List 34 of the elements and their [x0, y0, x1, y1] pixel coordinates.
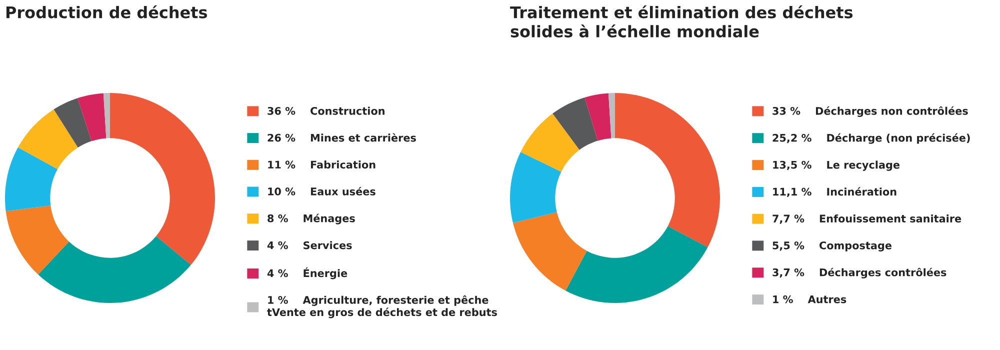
legend-label: 8 % Ménages: [268, 214, 355, 224]
donut-slice: [566, 226, 708, 303]
donut-slice: [584, 93, 612, 141]
chart-title: Traitement et élimination des déchets solides à l’échelle mondiale: [510, 5, 853, 38]
legend-label: 3,7 % Décharges contrôlées: [772, 268, 946, 278]
legend-label: 7,7 % Enfouissement sanitaire: [772, 214, 962, 224]
donut-slice: [552, 97, 598, 150]
donut-slice: [6, 206, 70, 275]
donut-slice: [512, 212, 587, 291]
donut-slice: [110, 93, 215, 265]
donut-slice: [615, 93, 720, 248]
chart-title: Production de déchets: [6, 5, 207, 18]
donut-slice: [54, 98, 92, 148]
legend-label: 13,5 % Le recyclage: [773, 160, 900, 171]
legend-label: 25,2 % Décharge (non précisée): [772, 133, 970, 144]
donut-slice: [18, 109, 78, 170]
donut-slice: [608, 93, 615, 138]
legend-label: 10 % Eaux usées: [268, 186, 376, 196]
legend-label: 4 % Services: [267, 241, 352, 250]
legend-label: 5,5 % Compostage: [772, 241, 892, 252]
donut-slice: [38, 236, 191, 303]
donut-slice: [78, 93, 106, 142]
donut-slice: [103, 93, 110, 138]
legend-label: 11 % Fabrication: [268, 160, 376, 169]
donut-slice: [5, 147, 58, 212]
legend-label: 4 % Énergie: [267, 267, 348, 280]
legend-label: 36 % Construction: [268, 106, 384, 115]
donut-slice: [510, 152, 562, 223]
legend-label: 1 % Autres: [773, 295, 846, 304]
legend-label: 1 % Agriculture, foresterie et pêche tVente en gros de déchets et de rebuts: [267, 295, 497, 318]
legend-label: 26 % Mines et carrières: [268, 133, 416, 142]
legend-label: 33 % Décharges non contrôlées: [772, 106, 968, 117]
donut-slice: [520, 114, 580, 172]
legend-label: 11,1 % Incinération: [773, 187, 896, 197]
